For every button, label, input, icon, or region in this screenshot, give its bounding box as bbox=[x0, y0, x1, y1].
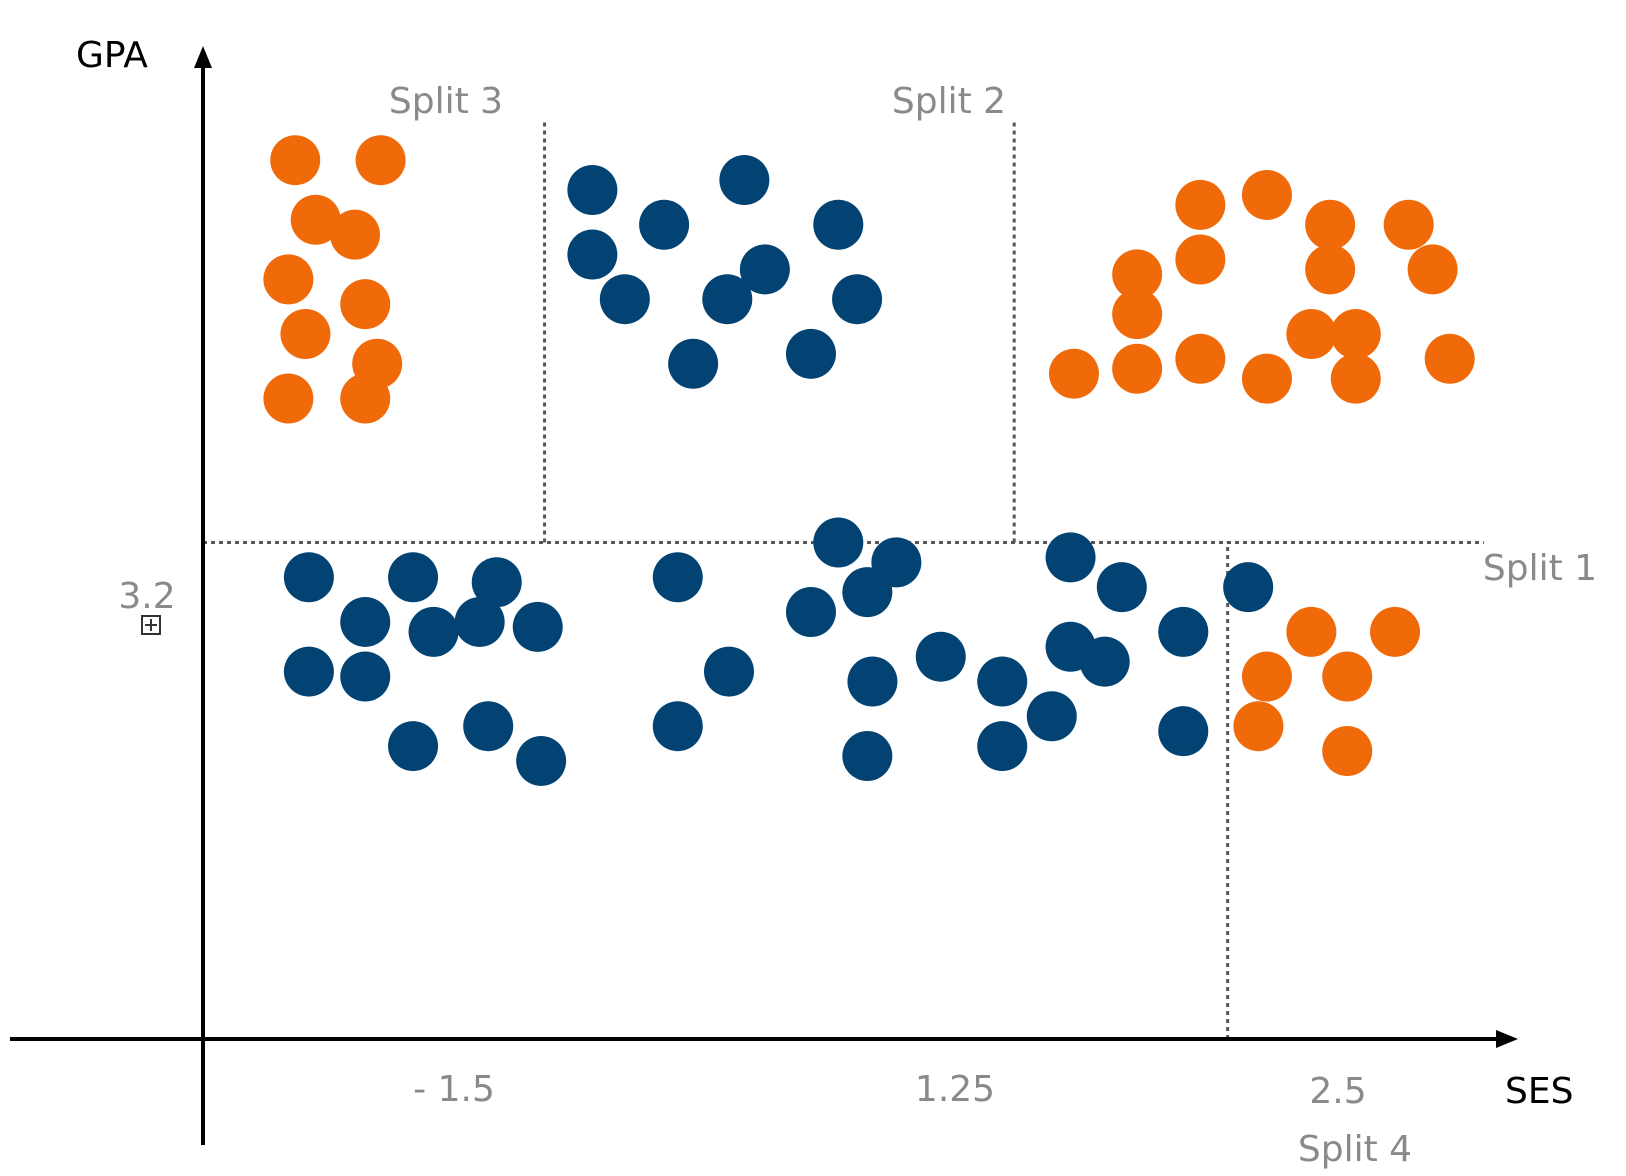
split-labels: Split 3 Split 2 Split 1 Split 4 bbox=[389, 81, 1597, 1170]
x-tick-label: 1.25 bbox=[915, 1069, 995, 1110]
blue-data-point bbox=[408, 606, 459, 657]
orange-data-point bbox=[329, 209, 380, 260]
blue-data-point bbox=[847, 656, 898, 707]
orange-data-point bbox=[270, 135, 321, 186]
orange-data-point bbox=[1330, 308, 1381, 359]
blue-data-point bbox=[977, 656, 1028, 707]
blue-data-point bbox=[832, 274, 883, 325]
orange-data-point bbox=[1330, 353, 1381, 404]
blue-data-point bbox=[668, 338, 719, 389]
orange-data-point bbox=[1175, 179, 1226, 230]
orange-data-point bbox=[1286, 606, 1337, 657]
orange-data-point bbox=[1322, 651, 1373, 702]
blue-data-point bbox=[639, 199, 690, 250]
blue-data-point bbox=[704, 646, 754, 697]
blue-data-point bbox=[1158, 606, 1209, 657]
orange-data-point bbox=[1286, 308, 1337, 359]
crosshair-marker-icon bbox=[141, 615, 161, 635]
x-tick-label: 2.5 bbox=[1309, 1071, 1366, 1112]
blue-data-point bbox=[977, 721, 1028, 772]
blue-data-point bbox=[785, 587, 836, 638]
orange-data-point bbox=[1112, 343, 1163, 394]
blue-data-point bbox=[516, 735, 567, 786]
orange-data-point bbox=[263, 373, 314, 424]
blue-data-point bbox=[842, 730, 893, 781]
blue-data-point bbox=[340, 651, 391, 702]
orange-data-point bbox=[1407, 244, 1458, 295]
orange-data-point bbox=[1175, 333, 1226, 384]
orange-data-point bbox=[290, 194, 341, 245]
blue-data-point bbox=[739, 244, 790, 295]
orange-data-point bbox=[1241, 169, 1292, 220]
split-label: Split 3 bbox=[389, 81, 503, 122]
orange-data-point bbox=[1305, 244, 1356, 295]
orange-data-point bbox=[1424, 333, 1475, 384]
orange-data-point bbox=[1175, 234, 1226, 285]
blue-data-point bbox=[388, 721, 439, 772]
x-axis-title: SES bbox=[1505, 1071, 1573, 1112]
blue-data-point bbox=[463, 701, 514, 752]
orange-data-point bbox=[1305, 199, 1356, 250]
orange-data-point bbox=[1233, 701, 1284, 752]
blue-data-point bbox=[702, 274, 753, 325]
blue-data-point bbox=[340, 596, 391, 647]
orange-data-point bbox=[340, 373, 391, 424]
orange-data-point bbox=[1241, 651, 1292, 702]
y-tick-label: 3.2 bbox=[118, 576, 175, 617]
orange-data-point bbox=[1322, 726, 1373, 777]
y-axis-arrow-icon bbox=[194, 46, 212, 68]
blue-data-point bbox=[283, 646, 334, 697]
blue-data-point bbox=[1079, 636, 1130, 687]
blue-data-point bbox=[1096, 562, 1147, 613]
y-axis-title: GPA bbox=[76, 35, 148, 76]
blue-data-point bbox=[652, 701, 703, 752]
orange-data-point bbox=[1383, 199, 1434, 250]
orange-data-point bbox=[355, 135, 406, 186]
blue-data-point bbox=[599, 274, 650, 325]
axes: GPA SES bbox=[10, 35, 1573, 1145]
blue-data-point bbox=[719, 155, 770, 206]
blue-data-point bbox=[842, 567, 893, 618]
orange-data-point bbox=[340, 279, 391, 330]
blue-data-point bbox=[567, 229, 618, 280]
blue-data-point bbox=[1158, 706, 1209, 757]
split-label: Split 2 bbox=[892, 81, 1006, 122]
blue-data-point bbox=[388, 552, 439, 603]
blue-data-point bbox=[813, 517, 864, 568]
orange-data-point bbox=[1370, 606, 1421, 657]
tick-labels: - 1.5 1.25 2.5 3.2 bbox=[118, 576, 1366, 1112]
blue-data-point bbox=[471, 557, 522, 608]
blue-data-point bbox=[915, 631, 966, 682]
orange-data-point bbox=[1048, 348, 1099, 399]
orange-data-point bbox=[280, 308, 331, 359]
x-tick-label: - 1.5 bbox=[413, 1069, 495, 1110]
x-axis-arrow-icon bbox=[1496, 1030, 1518, 1048]
blue-data-point bbox=[567, 164, 618, 215]
split-label: Split 1 bbox=[1483, 548, 1597, 589]
orange-data-point bbox=[1112, 249, 1163, 300]
split-label: Split 4 bbox=[1298, 1129, 1412, 1170]
blue-data-point bbox=[1045, 532, 1096, 583]
orange-data-point bbox=[263, 254, 314, 305]
blue-data-point bbox=[785, 328, 836, 379]
blue-data-point bbox=[652, 552, 703, 603]
blue-data-point bbox=[1223, 562, 1274, 613]
blue-data-point bbox=[283, 552, 334, 603]
blue-data-point bbox=[454, 596, 505, 647]
orange-data-point bbox=[1241, 353, 1292, 404]
blue-data-point bbox=[512, 601, 563, 652]
blue-data-point bbox=[813, 199, 864, 250]
data-points bbox=[263, 135, 1475, 786]
blue-data-point bbox=[1026, 691, 1077, 742]
orange-data-point bbox=[1112, 289, 1163, 340]
